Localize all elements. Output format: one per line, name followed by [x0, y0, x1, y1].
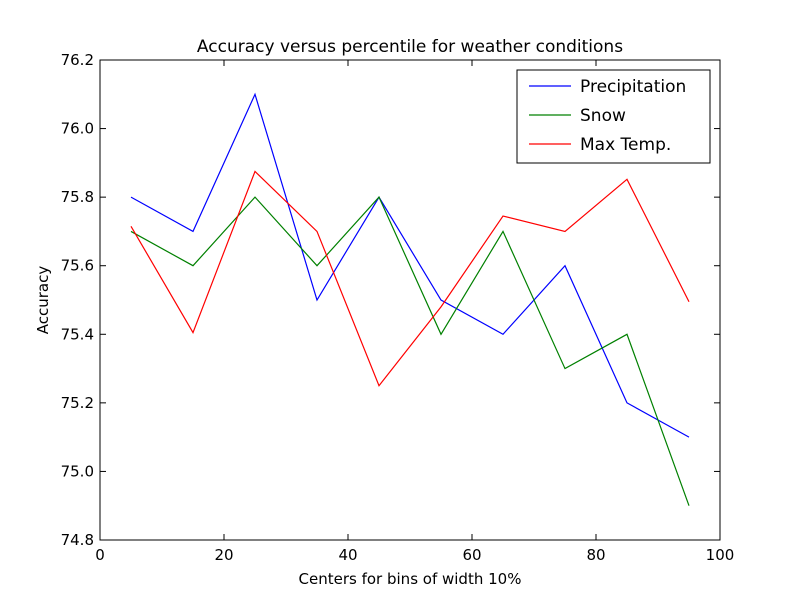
x-tick-label: 0 — [95, 546, 105, 564]
series-line-max-temp — [130, 170, 690, 387]
series-line-precipitation — [130, 92, 690, 438]
x-tick-label: 40 — [338, 546, 357, 564]
y-tick-label: 75.0 — [61, 462, 94, 480]
y-tick-label: 75.2 — [61, 394, 94, 412]
y-tick-label: 75.4 — [61, 325, 94, 343]
y-tick-label: 75.6 — [61, 257, 94, 275]
x-tick-label: 80 — [586, 546, 605, 564]
legend-items: Precipitation Snow Max Temp. — [529, 77, 686, 155]
y-tick-label: 74.8 — [61, 531, 94, 549]
x-tick-label: 20 — [214, 546, 233, 564]
legend-label: Max Temp. — [580, 135, 671, 155]
y-tick-label: 76.2 — [61, 51, 94, 69]
x-tick-label: 60 — [462, 546, 481, 564]
series-line-snow — [130, 196, 690, 506]
legend-label: Snow — [580, 106, 626, 126]
chart-title: Accuracy versus percentile for weather c… — [197, 37, 623, 57]
plot-frame — [99, 59, 721, 541]
x-tick-label: 100 — [706, 546, 735, 564]
y-axis-label: Accuracy — [34, 266, 52, 335]
legend-label: Precipitation — [580, 77, 686, 97]
legend: Precipitation Snow Max Temp. — [516, 69, 711, 164]
plot-series-group — [130, 92, 690, 506]
axis-ticks-group: 0 20 40 60 80 100 74.8 75.0 75.2 75.4 75.6 75.8 76.0… — [61, 51, 735, 564]
y-tick-label: 75.8 — [61, 188, 94, 206]
x-axis-label: Centers for bins of width 10% — [299, 570, 522, 588]
y-tick-label: 76.0 — [61, 120, 94, 138]
